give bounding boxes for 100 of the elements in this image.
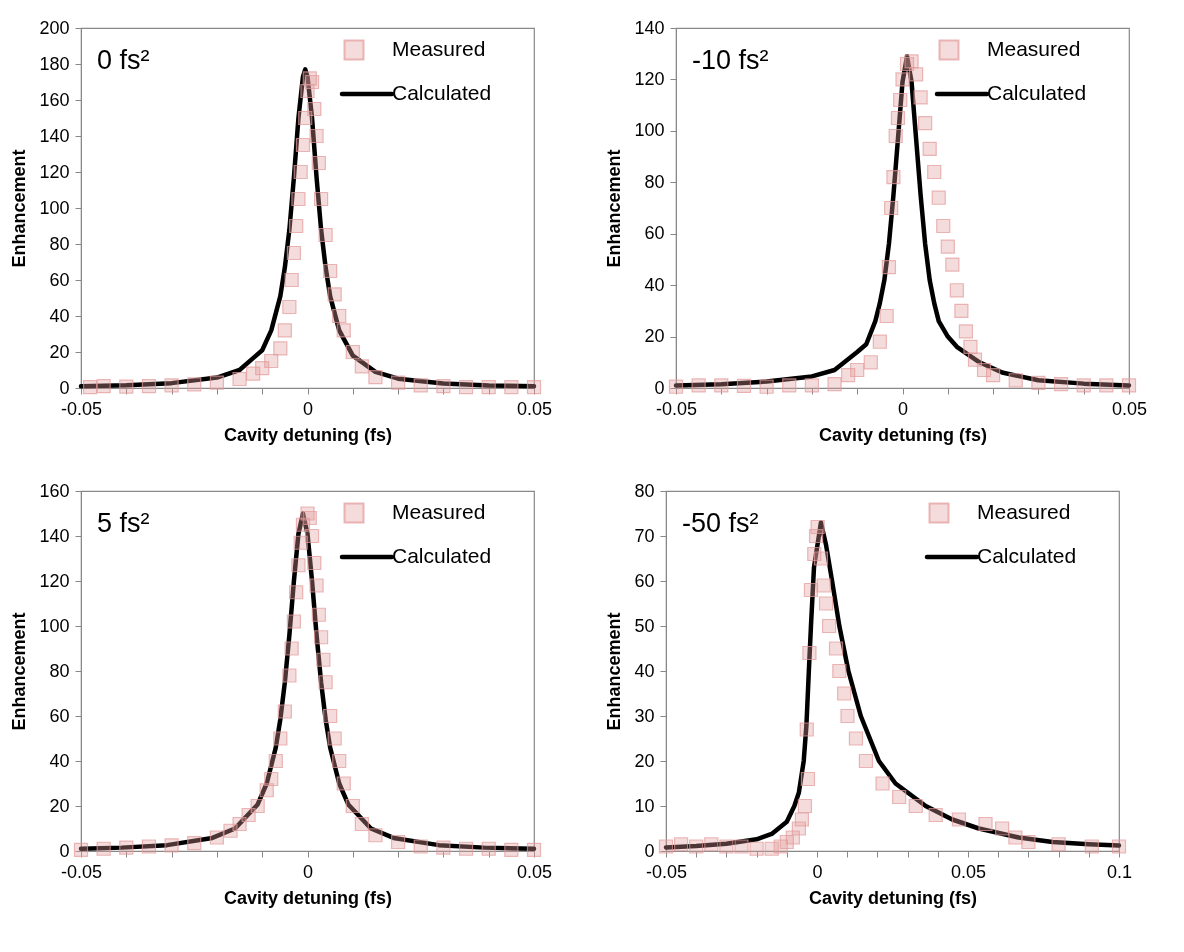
- y-tick-label: 60: [49, 269, 70, 290]
- point: [286, 614, 302, 629]
- point: [309, 578, 324, 593]
- y-axis-title: Enhancement: [9, 149, 30, 268]
- point: [187, 377, 202, 392]
- y-tick-label: 160: [39, 480, 70, 501]
- point: [813, 551, 829, 566]
- point: [951, 812, 967, 827]
- point: [293, 164, 308, 180]
- x-tick-label: 0: [897, 398, 909, 419]
- point: [782, 378, 797, 393]
- point: [913, 90, 928, 105]
- point: [673, 837, 689, 852]
- y-tick-label: 120: [39, 161, 70, 182]
- x-tick-label: 0.1: [1106, 861, 1133, 882]
- point: [927, 164, 942, 180]
- point: [884, 200, 899, 216]
- y-tick-label: 0: [59, 377, 70, 398]
- legend-label: Measured: [392, 37, 486, 60]
- point: [273, 731, 288, 746]
- x-tick-label: 0.05: [516, 398, 553, 419]
- x-tick-label: -0.05: [655, 398, 698, 419]
- point: [368, 370, 383, 385]
- point: [821, 618, 837, 634]
- x-axis-title: Cavity detuning (fs): [808, 887, 978, 908]
- point: [327, 287, 342, 302]
- y-tick-label: 80: [49, 233, 70, 254]
- point: [345, 344, 360, 360]
- y-tick-label: 180: [39, 53, 70, 74]
- point: [313, 191, 329, 207]
- point: [309, 128, 324, 144]
- point: [1051, 837, 1066, 852]
- annotation: -50 fs²: [682, 508, 759, 538]
- point: [1008, 373, 1023, 388]
- point: [304, 528, 320, 544]
- point: [886, 170, 901, 185]
- legend-label: Calculated: [392, 81, 492, 104]
- point: [958, 324, 974, 339]
- y-tick-label: 50: [634, 615, 655, 636]
- point: [413, 378, 428, 393]
- legend-label: Measured: [977, 500, 1071, 523]
- point: [928, 807, 943, 823]
- point: [759, 379, 774, 394]
- y-tick-label: 140: [39, 525, 70, 546]
- point: [289, 585, 304, 600]
- y-tick-label: 100: [39, 615, 70, 636]
- point: [73, 842, 89, 857]
- point: [837, 686, 852, 701]
- y-tick-label: 140: [39, 125, 70, 146]
- y-tick-label: 20: [49, 341, 70, 362]
- y-tick-label: 40: [634, 660, 655, 681]
- x-tick-label: 0: [302, 861, 314, 882]
- point: [284, 272, 299, 288]
- y-axis-title: Enhancement: [604, 149, 625, 268]
- point: [302, 510, 317, 526]
- y-tick-label: 100: [634, 120, 665, 141]
- y-tick-label: 0: [644, 840, 655, 861]
- point: [264, 771, 279, 787]
- point: [273, 341, 288, 356]
- y-tick-label: 10: [634, 795, 655, 816]
- point: [164, 378, 179, 393]
- point: [316, 652, 331, 667]
- point: [286, 245, 302, 261]
- y-tick-label: 70: [634, 525, 655, 546]
- point: [818, 596, 834, 611]
- point: [908, 798, 923, 814]
- x-tick-label: 0: [812, 861, 823, 882]
- point: [1076, 378, 1091, 393]
- point: [799, 722, 814, 737]
- y-tick-label: 120: [39, 570, 70, 591]
- point: [949, 283, 964, 298]
- point: [881, 260, 897, 275]
- x-tick-label: 0.05: [516, 861, 553, 882]
- point: [704, 837, 719, 852]
- y-tick-label: 80: [644, 171, 665, 192]
- x-axis-title: Cavity detuning (fs): [818, 424, 988, 445]
- legend-label: Calculated: [392, 544, 492, 567]
- y-tick-label: 0: [59, 840, 70, 861]
- point: [164, 838, 179, 853]
- x-tick-label: 0: [302, 398, 314, 419]
- point: [800, 771, 816, 787]
- point: [892, 789, 907, 805]
- annotation: 0 fs²: [97, 45, 150, 75]
- y-tick-label: 20: [644, 326, 665, 347]
- point: [658, 839, 674, 854]
- point: [908, 67, 924, 82]
- point: [858, 753, 874, 769]
- point: [918, 116, 933, 131]
- point: [291, 558, 306, 573]
- point: [250, 798, 265, 814]
- point: [232, 371, 247, 387]
- point: [209, 375, 225, 390]
- y-tick-label: 60: [49, 705, 70, 726]
- x-tick-label: -0.05: [60, 398, 103, 419]
- y-tick-label: 200: [39, 17, 70, 38]
- point: [526, 842, 542, 857]
- point: [119, 379, 134, 394]
- point: [289, 218, 304, 234]
- point: [311, 607, 326, 622]
- point: [336, 323, 351, 338]
